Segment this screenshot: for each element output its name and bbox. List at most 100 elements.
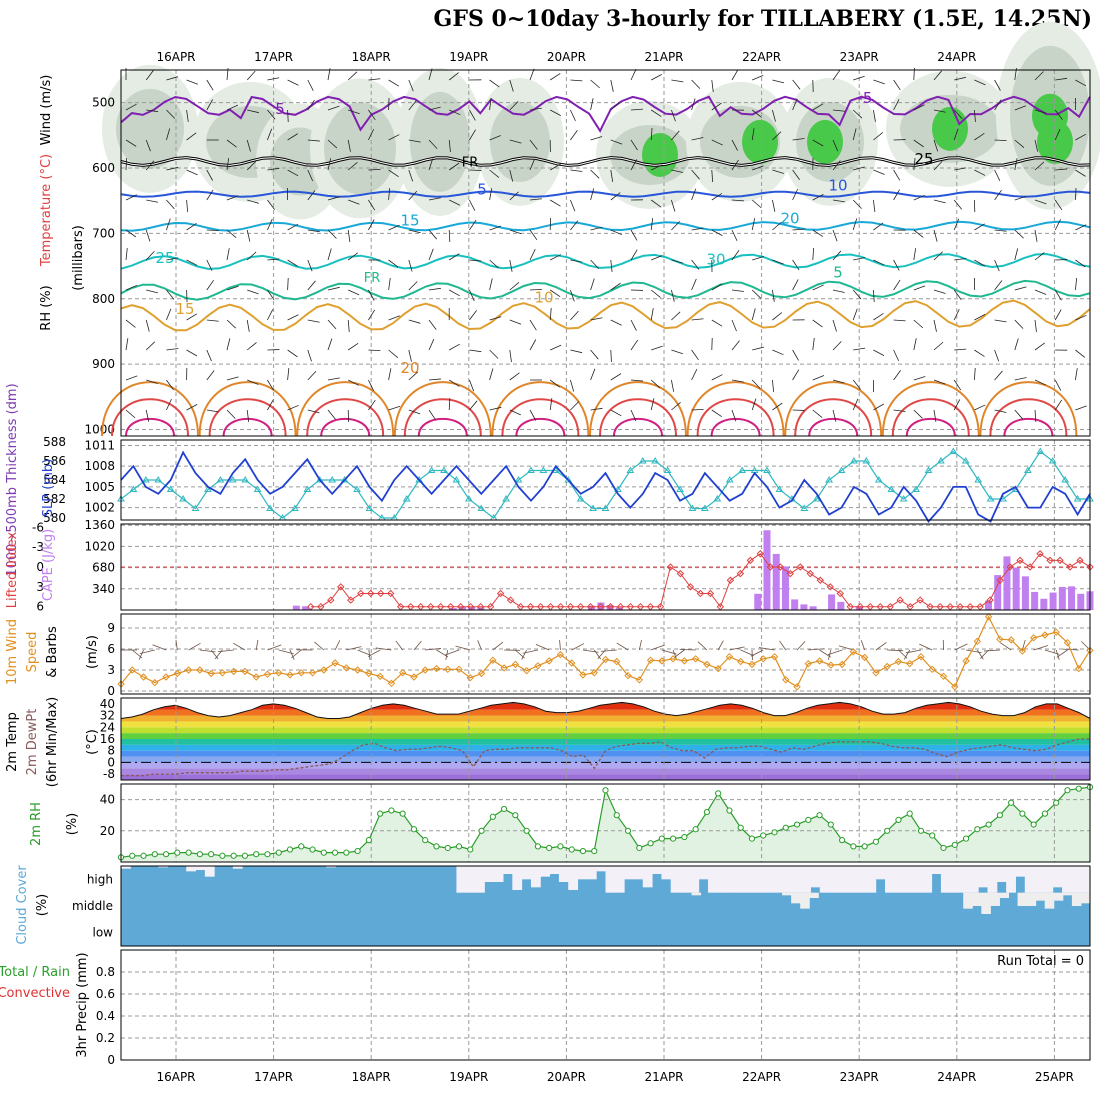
- label-p2-thickness: 1000~500mb Thickness (dm): [5, 383, 20, 576]
- cloud-high-clear-36: [456, 866, 467, 893]
- li-ytick-3: 3: [36, 580, 44, 594]
- upper-wind-barb-0-19: [509, 79, 514, 92]
- upper-wind-barb-6-9: [307, 259, 313, 272]
- upper-wind-barb-10-45: [1034, 379, 1047, 386]
- upper-wind-barb-8-44: [1014, 319, 1024, 329]
- upper-wind-barb-3-26: [651, 164, 663, 171]
- cape-bar-19: [292, 605, 300, 610]
- upper-wind-barb-4-6: [247, 199, 259, 204]
- upper-wind-barb-1-4: [206, 99, 213, 111]
- upper-wind-barb-4-13: [388, 188, 391, 201]
- upper-wind-barb-8-27: [671, 311, 681, 321]
- date-label-bottom-17APR: 17APR: [254, 1070, 293, 1084]
- thickness-marker-25: [427, 466, 436, 473]
- upper-wind-barb-4-2: [166, 199, 175, 210]
- label-p8-a: Total / Rain: [0, 965, 70, 980]
- li-marker-36: [666, 563, 675, 571]
- li-marker-45: [756, 550, 765, 558]
- upper-wind-barb-5-40: [933, 229, 938, 242]
- upper-wind-barb-3-9: [307, 169, 314, 182]
- upper-wind-barb-10-43: [994, 370, 1003, 381]
- upper-wind-barb-3-29: [711, 169, 714, 182]
- rh-marker-81: [1030, 821, 1037, 828]
- upper-wind-barb-3-22: [570, 169, 583, 172]
- upper-wind-barb-4-1: [146, 199, 159, 203]
- upper-wind-barb-2-29: [711, 139, 723, 146]
- rh-marker-12: [253, 851, 260, 858]
- wind10-marker-59: [782, 676, 790, 684]
- upper-wind-barb-11-40: [933, 409, 937, 422]
- li-marker-6: [367, 589, 375, 598]
- upper-wind-barb-9-22: [570, 349, 583, 354]
- upper-wind-barb-10-29: [711, 374, 723, 381]
- upper-wind-barb-0-29: [711, 79, 714, 92]
- upper-wind-barb-3-28: [691, 169, 700, 180]
- bl-contour-day0-0: [101, 381, 199, 437]
- wind10-marker-78: [996, 635, 1004, 643]
- upper-wind-barb-3-27: [671, 169, 684, 173]
- cloud-row-low: low: [93, 926, 114, 940]
- wind10-barb-2: [138, 649, 144, 660]
- upper-wind-barb-5-13: [388, 224, 400, 231]
- upper-wind-barb-8-28: [691, 318, 704, 321]
- upper-wind-barb-1-39: [913, 104, 925, 111]
- upper-wind-barb-6-19: [509, 259, 513, 272]
- upper-wind-barb-11-21: [549, 398, 553, 411]
- cloud-high-clear-97: [1024, 866, 1035, 893]
- upper-wind-barb-3-20: [529, 158, 536, 171]
- upper-wind-barb-3-45: [1034, 161, 1045, 171]
- upper-wind-barb-7-2: [166, 289, 175, 300]
- cloud-high-clear-49: [577, 866, 588, 880]
- upper-wind-barb-2-43: [994, 139, 1007, 142]
- li-ytick-0: 0: [36, 560, 44, 574]
- wind10-barb-82: [1044, 649, 1060, 655]
- wind10-barb-27: [425, 648, 442, 651]
- upper-wind-barb-4-30: [731, 199, 744, 202]
- thick-ytick-588: 588: [43, 435, 66, 449]
- upper-wind-barb-5-9: [307, 229, 320, 233]
- upper-wind-barb-5-23: [590, 226, 603, 231]
- wind10-barb-52: [697, 641, 708, 651]
- upper-wind-barb-10-15: [428, 378, 441, 381]
- cape-bar-97: [1012, 567, 1020, 610]
- upper-wind-barb-9-36: [853, 347, 866, 351]
- precip-frame: [120, 949, 1091, 1061]
- bl-contour-day4-2: [515, 417, 566, 437]
- rh-marker-62: [816, 812, 823, 819]
- upper-wind-barb-4-10: [327, 196, 340, 201]
- wind10-barb-7: [199, 649, 216, 653]
- upper-wind-barb-2-16: [448, 139, 451, 152]
- wind10-marker-71: [917, 652, 925, 661]
- upper-wind-barb-8-5: [226, 319, 237, 329]
- wind10-barb-37: [522, 649, 538, 654]
- thickness-marker-49: [725, 476, 734, 483]
- cloud-high-clear-58: [661, 866, 672, 880]
- upper-wind-barb-0-23: [590, 79, 600, 89]
- contour-label-1: -5: [858, 89, 873, 107]
- upper-wind-barb-8-45: [1034, 319, 1037, 332]
- upper-wind-barb-9-1: [145, 341, 156, 351]
- rh-marker-23: [377, 810, 384, 817]
- wind10-barb-72: [919, 643, 933, 651]
- upper-wind-barb-6-3: [186, 259, 198, 266]
- upper-wind-barb-11-28: [691, 408, 704, 411]
- wind10-marker-72: [928, 665, 936, 674]
- upper-wind-barb-0-32: [772, 79, 785, 84]
- upper-wind-barb-9-4: [206, 349, 212, 362]
- cloud-row-high: high: [87, 872, 113, 886]
- thickness-marker-4: [166, 485, 175, 492]
- rh-marker-9: [219, 852, 226, 859]
- upper-wind-barb-11-4: [206, 409, 219, 413]
- rh-marker-24: [388, 807, 395, 814]
- temp-band-1: [121, 768, 1090, 775]
- upper-wind-barb-5-45: [1034, 229, 1038, 242]
- cloud-middle-clear-96: [990, 892, 1000, 906]
- li-marker-59: [896, 596, 904, 604]
- rh-shade-3: [324, 102, 396, 195]
- rh-marker-27: [422, 837, 429, 844]
- upper-wind-barb-7-44: [1014, 286, 1027, 291]
- rh-marker-58: [771, 829, 778, 836]
- wind10-barb-39: [559, 639, 561, 651]
- wind10-marker-26: [410, 673, 418, 681]
- upper-wind-barb-6-33: [792, 259, 800, 271]
